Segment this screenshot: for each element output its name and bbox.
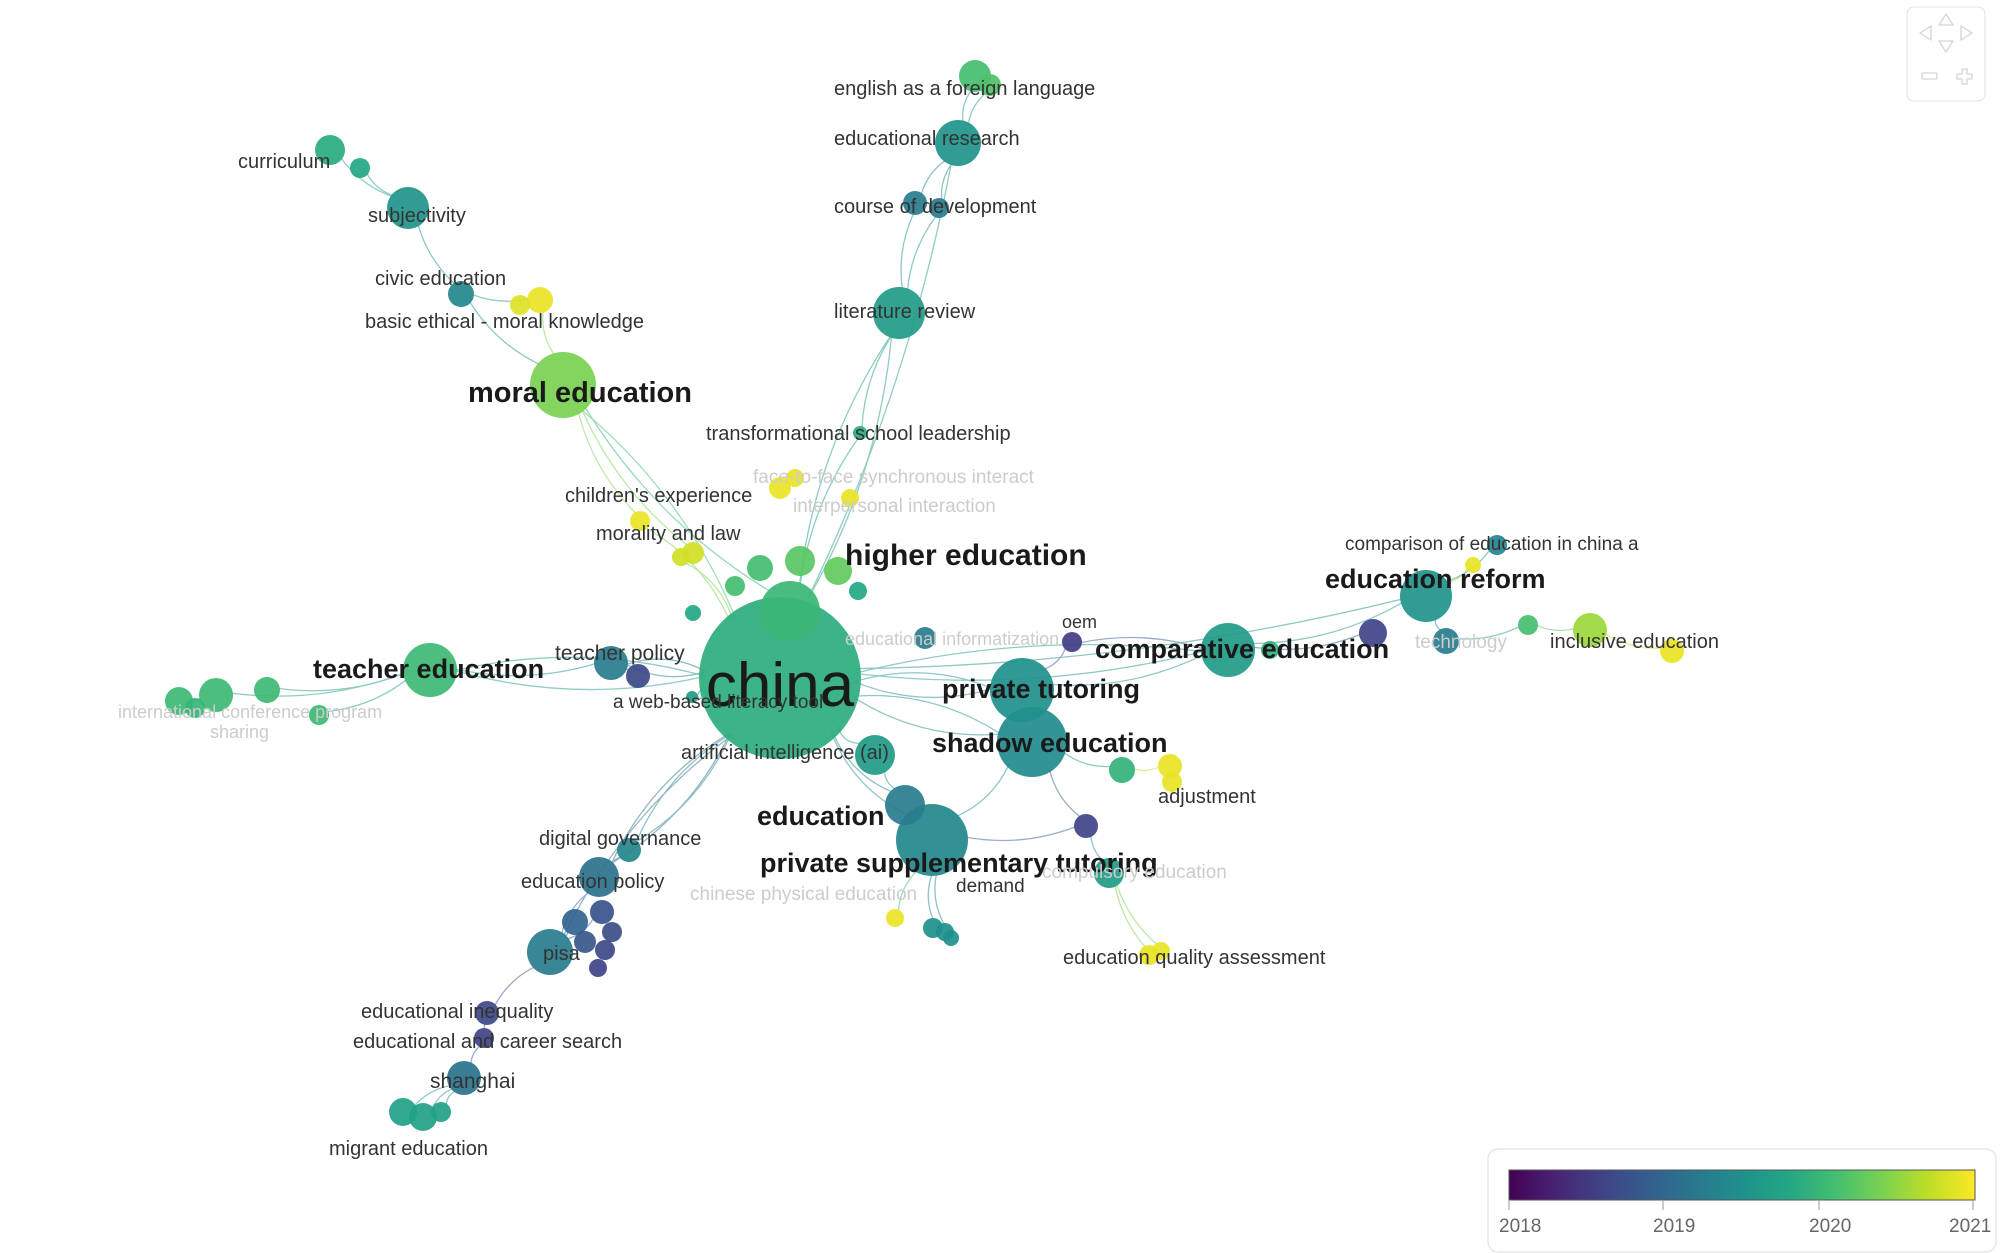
svg-text:higher education: higher education: [845, 539, 1087, 572]
svg-text:comparative education: comparative education: [1095, 634, 1389, 664]
svg-text:literature review: literature review: [834, 301, 976, 323]
svg-text:interpersonal interaction: interpersonal interaction: [793, 496, 996, 517]
svg-text:curriculum: curriculum: [238, 151, 330, 173]
svg-text:english as a foreign language: english as a foreign language: [834, 78, 1095, 100]
svg-text:face-to-face synchronous inter: face-to-face synchronous interact: [753, 467, 1035, 488]
svg-text:educational and career search: educational and career search: [353, 1031, 622, 1053]
svg-text:2019: 2019: [1653, 1216, 1695, 1237]
svg-text:children's experience: children's experience: [565, 485, 752, 507]
svg-text:2020: 2020: [1809, 1216, 1851, 1237]
svg-text:comparison of education in chi: comparison of education in china a: [1345, 534, 1639, 555]
svg-text:2021: 2021: [1949, 1216, 1991, 1237]
svg-text:morality and law: morality and law: [596, 523, 741, 545]
svg-text:shadow education: shadow education: [932, 728, 1168, 758]
svg-text:oem: oem: [1062, 612, 1097, 632]
svg-text:teacher policy: teacher policy: [555, 642, 685, 665]
svg-text:sharing: sharing: [210, 722, 269, 742]
svg-text:chinese physical education: chinese physical education: [690, 884, 917, 905]
svg-text:education: education: [757, 801, 885, 831]
svg-text:technology: technology: [1415, 632, 1507, 653]
svg-text:digital governance: digital governance: [539, 828, 701, 850]
svg-text:education policy: education policy: [521, 871, 664, 893]
svg-text:private tutoring: private tutoring: [942, 674, 1140, 704]
svg-text:teacher education: teacher education: [313, 654, 544, 684]
svg-text:educational informatization: educational informatization: [845, 629, 1059, 649]
svg-text:educational inequality: educational inequality: [361, 1001, 553, 1023]
svg-text:moral education: moral education: [468, 377, 692, 409]
svg-text:education reform: education reform: [1325, 564, 1546, 594]
svg-text:basic ethical - moral knowledg: basic ethical - moral knowledge: [365, 311, 644, 333]
svg-text:shanghai: shanghai: [430, 1070, 515, 1093]
svg-text:educational research: educational research: [834, 128, 1020, 150]
svg-text:education quality assessment: education quality assessment: [1063, 947, 1326, 969]
svg-text:transformational school leader: transformational school leadership: [706, 423, 1011, 445]
svg-text:international conference progr: international conference program: [118, 702, 382, 722]
svg-text:pisa: pisa: [543, 943, 581, 965]
svg-text:2018: 2018: [1499, 1216, 1541, 1237]
svg-text:inclusive education: inclusive education: [1550, 631, 1719, 653]
svg-text:migrant education: migrant education: [329, 1138, 488, 1160]
svg-text:course of development: course of development: [834, 196, 1037, 218]
svg-text:compulsory education: compulsory education: [1042, 862, 1227, 883]
svg-text:a web-based literacy tool: a web-based literacy tool: [613, 692, 823, 713]
svg-text:subjectivity: subjectivity: [368, 205, 466, 227]
svg-text:artificial intelligence (ai): artificial intelligence (ai): [681, 742, 889, 764]
svg-text:civic education: civic education: [375, 268, 506, 290]
svg-text:demand: demand: [956, 876, 1025, 897]
svg-text:adjustment: adjustment: [1158, 786, 1256, 808]
